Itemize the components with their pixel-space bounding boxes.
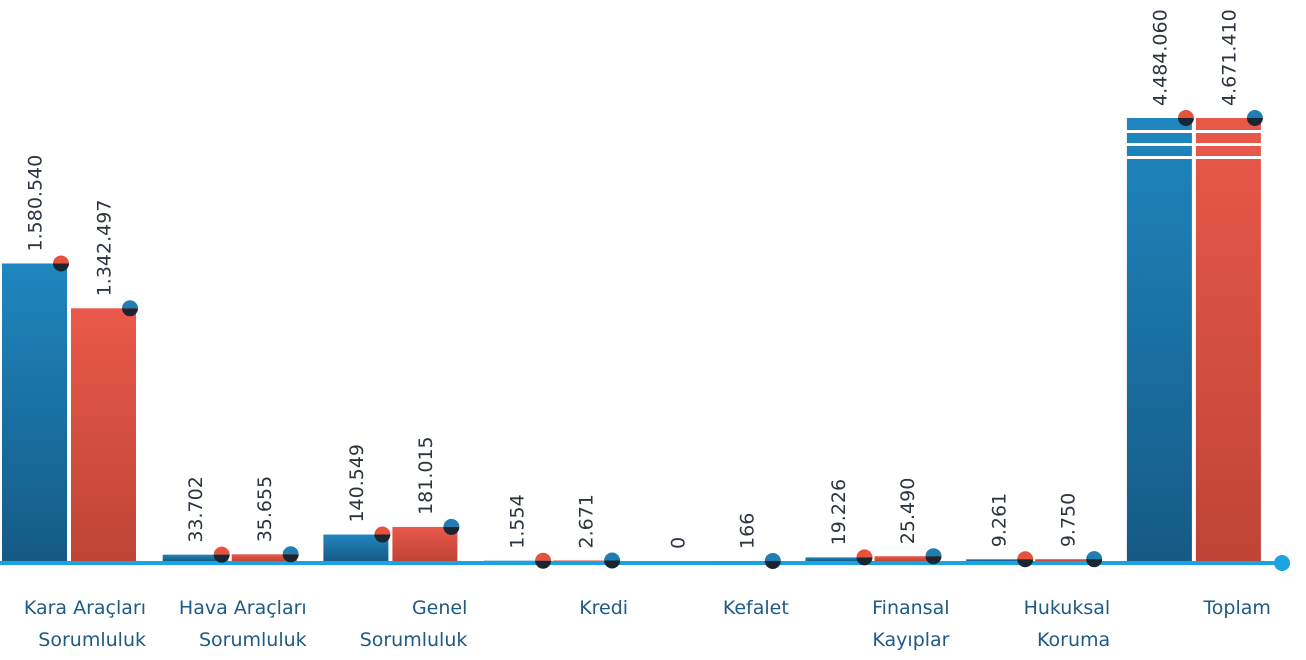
value-label: 1.554 (507, 494, 529, 548)
bar-dot (764, 560, 781, 569)
bar (1035, 559, 1101, 561)
bar-dot (925, 548, 942, 557)
value-label: 1.580.540 (25, 155, 47, 252)
value-label: 25.490 (897, 478, 919, 544)
bar-dot (604, 560, 621, 569)
bar-dot (374, 534, 391, 543)
value-label: 33.702 (185, 476, 207, 542)
category-label: Sorumluluk (360, 629, 468, 651)
bar-dot (856, 557, 873, 566)
value-label: 166 (736, 513, 758, 549)
value-label: 140.549 (346, 444, 368, 523)
category-label: Kara Araçları (24, 597, 146, 619)
bar-dot (53, 255, 69, 264)
bar-dot (374, 526, 391, 535)
bar (1195, 118, 1261, 561)
bar-dot (535, 560, 552, 569)
category-label: Kredi (579, 597, 628, 619)
category-label: Genel (412, 597, 467, 619)
category-label: Kefalet (723, 597, 789, 619)
value-label: 9.750 (1058, 493, 1080, 547)
category-label: Koruma (1037, 629, 1110, 651)
bar (874, 556, 940, 561)
value-label: 4.671.410 (1218, 9, 1240, 106)
value-label: 0 (667, 537, 689, 549)
bar-dot (1086, 551, 1103, 560)
bar-dot (122, 308, 138, 317)
value-label: 4.484.060 (1149, 9, 1171, 106)
bar-dot (443, 526, 460, 535)
bar-dot (282, 554, 299, 563)
bar-dot (213, 554, 230, 563)
category-label: Hukuksal (1024, 597, 1111, 619)
bar-dot (856, 549, 873, 558)
bar-dot (282, 546, 299, 555)
bar (162, 554, 228, 561)
value-label: 181.015 (415, 436, 437, 515)
bar-dot (53, 263, 69, 272)
bar-dot (535, 552, 552, 561)
value-label: 9.261 (989, 493, 1011, 547)
bar-dot (443, 518, 460, 527)
bar-dot (1017, 559, 1034, 568)
bar-dot (1177, 110, 1194, 118)
value-label: 35.655 (254, 476, 276, 542)
bar (553, 560, 619, 561)
value-label: 1.342.497 (94, 200, 116, 297)
bar-dot (1086, 559, 1103, 568)
category-label: Sorumluluk (199, 629, 307, 651)
bar (966, 559, 1032, 561)
axis-break (1125, 156, 1193, 159)
category-label: Hava Araçları (179, 597, 307, 619)
bar-dot (122, 300, 138, 309)
axis-break (1194, 143, 1262, 146)
bar (71, 308, 136, 561)
category-label: Kayıplar (872, 629, 949, 651)
bar (805, 557, 871, 561)
category-label: Finansal (872, 597, 949, 619)
bar-dot (1017, 551, 1034, 560)
baseline-end (1274, 555, 1290, 571)
bar (231, 554, 297, 561)
bar-dot (213, 546, 230, 555)
bar-dot (604, 552, 621, 561)
bar-dot (1246, 118, 1263, 126)
value-label: 2.671 (576, 494, 598, 548)
category-label: Toplam (1202, 597, 1271, 619)
bar-dot (1246, 110, 1263, 118)
bar-dot (1177, 118, 1194, 126)
axis-break (1194, 156, 1262, 159)
bar (2, 263, 67, 561)
axis-break (1125, 130, 1193, 133)
bar (1126, 118, 1192, 561)
value-label: 19.226 (828, 479, 850, 545)
axis-break (1194, 130, 1262, 133)
bar-dot (925, 556, 942, 565)
axis-break (1125, 143, 1193, 146)
bar-dot (764, 552, 781, 561)
category-label: Sorumluluk (38, 629, 146, 651)
